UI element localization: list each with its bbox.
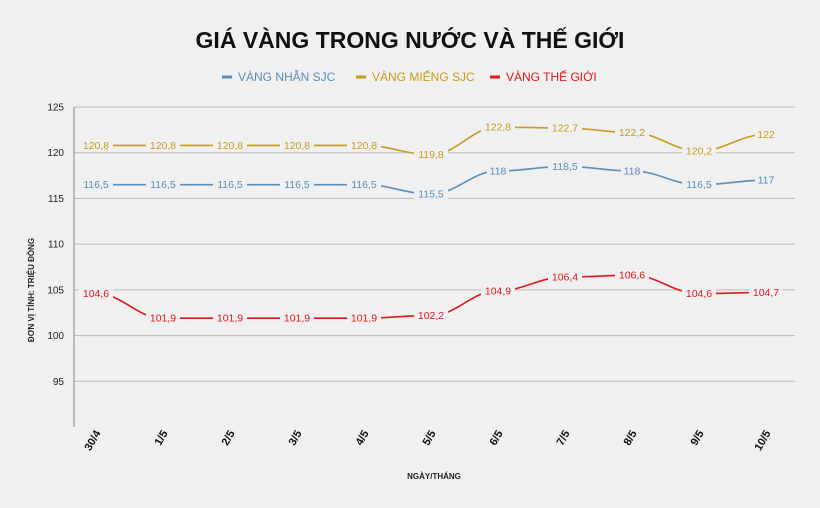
- series-1: 120,8 120,8 120,8 120,8 120,8 119,8 122,8 122,7…: [79, 120, 777, 162]
- data-label: 119,8: [418, 149, 444, 161]
- data-label: 106,6: [619, 270, 645, 282]
- data-label-bg: [682, 144, 716, 158]
- data-label: 101,9: [284, 313, 310, 325]
- data-label: 122,8: [485, 122, 511, 134]
- data-label: 118: [490, 166, 507, 178]
- data-label-bg: [755, 127, 777, 141]
- series-group: 116,5 116,5 116,5 116,5 116,5 115,5 118 118,5 11…: [79, 120, 783, 325]
- y-tick-label: 100: [47, 331, 64, 342]
- x-tick-label: 4/5: [354, 429, 372, 448]
- data-label: 122,2: [619, 127, 645, 139]
- x-tick-label: 2/5: [220, 429, 238, 448]
- data-label: 120,2: [686, 145, 712, 157]
- x-tick-label: 7/5: [555, 429, 573, 448]
- data-label-bg: [280, 138, 314, 152]
- data-label: 104,6: [83, 288, 109, 300]
- data-label-bg: [280, 178, 314, 192]
- x-tick-label: 1/5: [153, 429, 171, 448]
- series-2: 104,6 101,9 101,9 101,9 101,9 102,2 104,9 106,4…: [79, 268, 783, 325]
- data-label: 122,7: [552, 123, 578, 135]
- data-label: 116,5: [83, 179, 109, 191]
- data-label: 115,5: [418, 188, 444, 200]
- data-label: 118,5: [552, 161, 578, 173]
- data-label: 104,9: [485, 285, 511, 297]
- data-label: 104,6: [686, 288, 712, 300]
- data-label: 120,8: [284, 140, 310, 152]
- data-label-bg: [414, 148, 448, 162]
- y-tick-label: 120: [47, 148, 64, 159]
- data-label-bg: [79, 287, 113, 301]
- data-label-bg: [682, 178, 716, 192]
- data-label-bg: [481, 284, 515, 298]
- data-label-bg: [621, 164, 643, 178]
- data-label-bg: [146, 138, 180, 152]
- data-label-bg: [347, 311, 381, 325]
- data-label-bg: [347, 178, 381, 192]
- x-tick-label: 9/5: [689, 429, 707, 448]
- y-tick-label: 125: [47, 103, 64, 114]
- y-tick-label: 115: [48, 194, 64, 205]
- data-label: 116,5: [284, 179, 310, 191]
- data-label: 122: [757, 129, 775, 141]
- data-label-bg: [79, 178, 113, 192]
- x-axis-label: NGÀY/THÁNG: [407, 472, 461, 481]
- data-label-bg: [146, 311, 180, 325]
- data-label-bg: [548, 159, 582, 173]
- data-label: 116,5: [686, 179, 712, 191]
- data-label-bg: [146, 178, 180, 192]
- data-label-bg: [682, 287, 716, 301]
- data-label: 120,8: [351, 140, 377, 152]
- x-axis: 30/4 1/5 2/5 3/5 4/5 5/5 6/5 7/5 8/5 9/5 10/5: [82, 428, 773, 453]
- y-tick-label: 110: [48, 240, 64, 251]
- data-label: 120,8: [217, 140, 243, 152]
- legend-label: VÀNG MIẾNG SJC: [372, 69, 475, 84]
- data-label-bg: [280, 311, 314, 325]
- legend-label: VÀNG THẾ GIỚI: [506, 69, 597, 84]
- x-tick-label: 10/5: [752, 429, 773, 454]
- x-tick-label: 30/4: [82, 428, 104, 453]
- data-label: 116,5: [351, 179, 377, 191]
- data-label-bg: [615, 126, 649, 140]
- data-label: 116,5: [217, 179, 243, 191]
- data-label-bg: [548, 270, 582, 284]
- x-tick-label: 5/5: [421, 429, 439, 448]
- data-label: 101,9: [351, 313, 377, 325]
- data-label: 117: [758, 175, 775, 187]
- data-label: 120,8: [150, 140, 176, 152]
- data-label-bg: [213, 138, 247, 152]
- series-0: 116,5 116,5 116,5 116,5 116,5 115,5 118 118,5 11…: [79, 159, 777, 201]
- data-label-bg: [615, 268, 649, 282]
- data-label: 116,5: [150, 179, 176, 191]
- chart-title: GIÁ VÀNG TRONG NƯỚC VÀ THẾ GIỚI: [196, 26, 625, 53]
- data-label-bg: [481, 120, 515, 134]
- data-label-bg: [79, 138, 113, 152]
- data-label: 101,9: [217, 313, 243, 325]
- data-label-bg: [487, 164, 509, 178]
- x-tick-label: 8/5: [622, 429, 640, 448]
- y-axis: 125 120 115 110 105 100 95: [47, 103, 75, 427]
- data-label: 120,8: [83, 140, 109, 152]
- data-label: 104,7: [753, 287, 779, 299]
- data-label-bg: [414, 187, 448, 201]
- y-tick-label: 105: [47, 285, 64, 296]
- data-label: 102,2: [418, 310, 444, 322]
- legend-label: VÀNG NHẪN SJC: [238, 69, 336, 84]
- y-tick-label: 95: [53, 377, 65, 388]
- legend: VÀNG NHẪN SJC VÀNG MIẾNG SJC VÀNG THẾ GIỚI: [222, 69, 597, 84]
- data-label-bg: [213, 178, 247, 192]
- data-label-bg: [347, 138, 381, 152]
- data-label-bg: [414, 308, 448, 322]
- data-label: 118: [624, 166, 641, 178]
- data-label-bg: [213, 311, 247, 325]
- x-tick-label: 6/5: [488, 429, 506, 448]
- data-label: 106,4: [552, 272, 578, 284]
- data-label-bg: [548, 121, 582, 135]
- data-label-bg: [755, 173, 777, 187]
- y-axis-label: ĐƠN VỊ TÍNH: TRIỆU ĐỒNG: [26, 238, 36, 342]
- data-label-bg: [749, 286, 783, 300]
- data-label: 101,9: [150, 313, 176, 325]
- x-tick-label: 3/5: [287, 429, 305, 448]
